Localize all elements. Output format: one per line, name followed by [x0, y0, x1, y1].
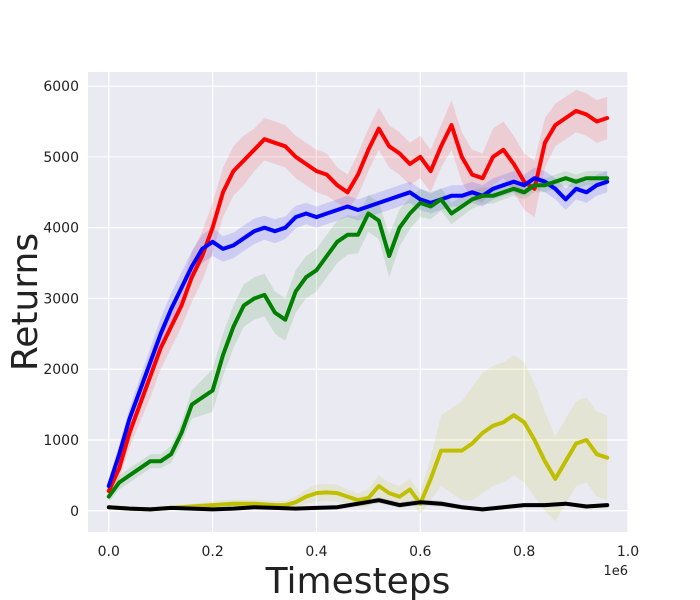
x-tick-label: 1.0 [617, 544, 639, 560]
plot-background [88, 72, 628, 532]
series-3-line [106, 176, 610, 499]
x-tick-label: 0.2 [201, 544, 223, 560]
series-lines [106, 108, 610, 512]
y-tick-label: 2000 [43, 362, 79, 378]
x-tick-labels: 0.0 0.2 0.4 0.6 0.8 1.0 [98, 544, 639, 560]
y-tick-label: 0 [70, 504, 79, 520]
y-axis-title: Returns [5, 233, 46, 371]
series-3-band [108, 171, 608, 503]
series-1-line [106, 108, 610, 493]
series-4-line [106, 413, 610, 512]
series-2-band [108, 167, 608, 492]
series-2-line [106, 176, 610, 488]
x-offset-label: 1e6 [603, 564, 628, 579]
y-tick-label: 4000 [43, 221, 79, 237]
y-tick-label: 6000 [43, 79, 79, 95]
x-axis-title: Timesteps [265, 561, 451, 600]
series-5-line [106, 498, 610, 512]
series-1-band [108, 89, 608, 498]
series-4-band [108, 355, 608, 522]
x-tick-label: 0.0 [98, 544, 120, 560]
y-tick-label: 5000 [43, 150, 79, 166]
x-tick-label: 0.6 [409, 544, 431, 560]
y-tick-label: 3000 [43, 291, 79, 307]
x-tick-label: 0.4 [305, 544, 327, 560]
y-tick-label: 1000 [43, 433, 79, 449]
y-tick-labels: 0 1000 2000 3000 4000 5000 6000 [43, 79, 79, 520]
x-tick-label: 0.8 [513, 544, 535, 560]
